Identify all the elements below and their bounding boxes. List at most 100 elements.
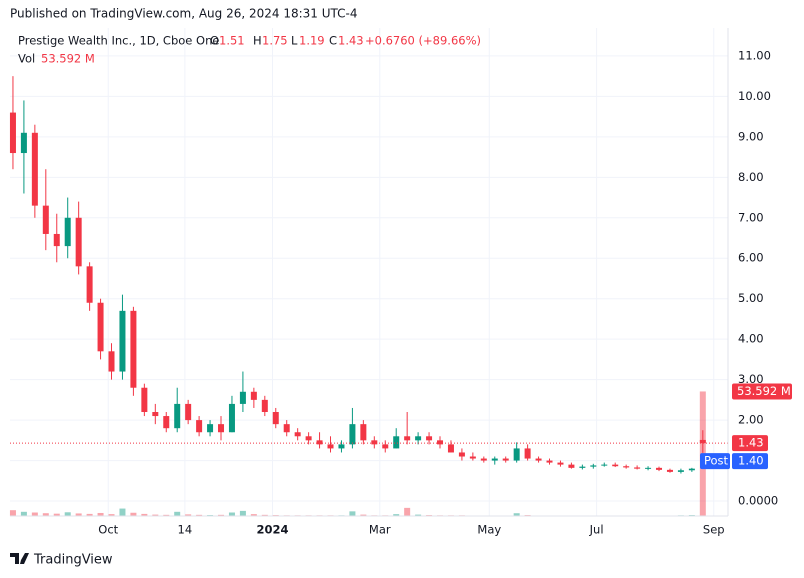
candle-body (469, 456, 476, 459)
volume-tag-label: 53.592 M (737, 384, 791, 398)
candle-body (656, 467, 663, 470)
candle-body (218, 424, 225, 433)
volume-bar (42, 513, 49, 516)
candle-body (415, 436, 422, 441)
candle-body (360, 424, 367, 441)
volume-bar (228, 512, 235, 516)
volume-bar (119, 508, 126, 516)
volume-bar (152, 514, 159, 516)
candle-body (228, 403, 235, 433)
ohlc-letter: O (210, 34, 219, 48)
volume-bar (9, 510, 16, 516)
volume-bar (130, 512, 137, 516)
candle-body (42, 205, 49, 234)
candle-body (64, 217, 71, 247)
volume-bar (239, 510, 246, 516)
volume-bar (86, 513, 93, 516)
candle-body (305, 436, 312, 441)
x-tick-label: May (477, 523, 501, 537)
candle-body (382, 444, 389, 449)
candle-body (294, 432, 301, 437)
candle-body (119, 310, 126, 372)
volume-bar (31, 512, 38, 516)
volume-bar (53, 513, 60, 516)
candle-body (677, 470, 684, 472)
ohlc-value: 1.75 (262, 34, 288, 48)
candle-body (272, 412, 279, 425)
volume-bar (108, 514, 115, 516)
x-tick-label: Jul (589, 523, 604, 537)
post-badge (700, 453, 730, 470)
change: +0.6760 (+89.66%) (365, 34, 481, 48)
x-tick-label: Mar (369, 523, 391, 537)
x-tick-label: Sep (703, 523, 725, 537)
candle-body (535, 458, 542, 461)
y-tick-label: 8.00 (738, 170, 764, 184)
candle-body (152, 412, 159, 417)
candle-body (579, 466, 586, 468)
y-tick-label: 7.00 (738, 210, 764, 224)
candle-body (97, 302, 104, 352)
volume-bar (185, 514, 192, 516)
volume-bar (513, 513, 520, 516)
candle-body (174, 403, 181, 429)
y-tick-label: 6.00 (738, 251, 764, 265)
candle-body (557, 462, 564, 465)
volume-tag (732, 383, 792, 400)
candle-body (20, 132, 27, 154)
candle-body (31, 132, 38, 206)
published: Published on TradingView.com, Aug 26, 20… (10, 7, 357, 21)
candle-body (316, 440, 323, 445)
candle-body (524, 448, 531, 459)
volume-bar (141, 513, 148, 516)
candle-body (590, 465, 597, 467)
ohlc-value: 1.51 (219, 34, 245, 48)
candle-body (688, 468, 695, 471)
y-tick-label: 4.00 (738, 332, 764, 346)
volume-bar (360, 514, 367, 516)
candle-body (634, 467, 641, 469)
ohlc-letter: H (253, 34, 262, 48)
candle-body (447, 444, 454, 453)
candle-body (283, 424, 290, 433)
ohlc-letter: C (329, 34, 337, 48)
candle-body (502, 458, 509, 461)
y-tick-label: 11.00 (738, 48, 771, 62)
brand-logo (10, 553, 29, 564)
volume-bar (404, 507, 411, 516)
volume-bar (415, 514, 422, 516)
candle-body (9, 112, 16, 154)
y-tick-label: 3.00 (738, 372, 764, 386)
candle-body (130, 310, 137, 388)
volume-bar (261, 514, 268, 516)
volume-bar (218, 514, 225, 516)
y-tick-label: 5.00 (738, 291, 764, 305)
volume-bar (349, 511, 356, 516)
candle-body (437, 440, 444, 445)
candle-body (546, 460, 553, 463)
candle-body (666, 469, 673, 472)
candle-body (261, 399, 268, 413)
candle-body (612, 464, 619, 467)
candle-body (404, 436, 411, 441)
candle-body (338, 444, 345, 449)
candle-body (207, 424, 214, 433)
volume-bar (163, 514, 170, 516)
candle-body (141, 387, 148, 413)
candle-body (108, 351, 115, 372)
tags: 0.00001.002.003.004.005.006.007.008.009.… (98, 48, 792, 537)
plot (9, 28, 728, 516)
candle-body (371, 440, 378, 445)
candle-body (623, 466, 630, 468)
candle-body (393, 436, 400, 449)
brand: TradingView (10, 553, 113, 568)
y-tick-label: 10.00 (738, 89, 771, 103)
candle-body (327, 444, 334, 449)
post-price-tag (732, 453, 768, 470)
candle-body (568, 464, 575, 468)
volume-bar (97, 512, 104, 516)
header: Prestige Wealth Inc., 1D, Cboe One O 1.5… (18, 34, 481, 66)
volume-bar (250, 514, 257, 516)
y-tick-label: 0.0000 (738, 494, 778, 508)
